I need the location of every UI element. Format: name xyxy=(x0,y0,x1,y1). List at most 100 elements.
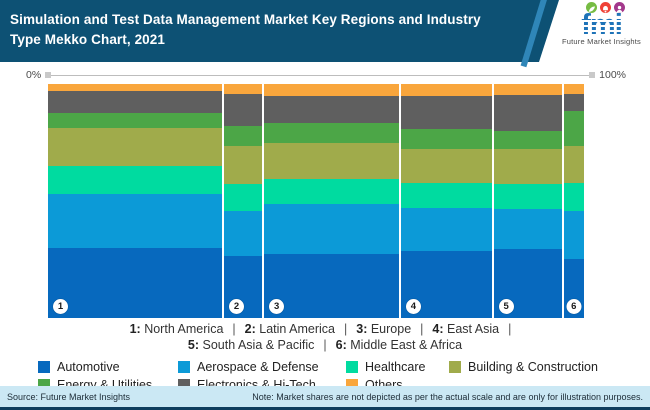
column-number-badge: 3 xyxy=(269,299,285,314)
region-legend: 1: North America | 2: Latin America | 3: Eur… xyxy=(0,321,650,353)
leaf-icon xyxy=(586,2,597,13)
segment-aerospace-defense xyxy=(48,193,222,249)
legend-swatch xyxy=(178,361,190,373)
mekko-column-north-america: 1 xyxy=(48,84,222,318)
column-number-badge: 2 xyxy=(228,299,244,314)
legend-item-healthcare: Healthcare xyxy=(346,360,449,374)
segment-electronics-hi-tech xyxy=(223,94,263,127)
legend-swatch xyxy=(38,361,50,373)
legend-item-automotive: Automotive xyxy=(38,360,178,374)
legend-label: Aerospace & Defense xyxy=(197,360,319,374)
segment-building-construction xyxy=(493,148,562,185)
legend-label: Automotive xyxy=(57,360,120,374)
segment-energy-utilities xyxy=(223,126,263,147)
legend-separator: | xyxy=(344,322,348,336)
legend-separator: | xyxy=(232,322,236,336)
scale-left-handle xyxy=(45,72,52,78)
segment-others xyxy=(48,84,222,92)
logo-icon-row xyxy=(561,2,650,14)
segment-healthcare xyxy=(264,178,399,204)
segment-others xyxy=(264,84,399,96)
header-banner: Simulation and Test Data Management Mark… xyxy=(0,0,650,68)
legend-item-building-construction: Building & Construction xyxy=(449,360,650,374)
scale-right-handle xyxy=(589,72,596,78)
mekko-chart: 1 2 3 4 5 6 xyxy=(48,84,585,319)
segment-building-construction xyxy=(48,127,222,166)
legend-swatch xyxy=(449,361,461,373)
segment-energy-utilities xyxy=(563,111,584,147)
person-icon xyxy=(614,2,625,13)
legend-separator: | xyxy=(323,338,327,352)
region-number: 4: xyxy=(432,322,444,336)
region-number: 3: xyxy=(356,322,368,336)
mekko-column-east-asia: 4 xyxy=(400,84,492,319)
region-number: 2: xyxy=(244,322,256,336)
segment-energy-utilities xyxy=(264,122,399,143)
fmi-logo-text: fmi xyxy=(553,10,650,40)
footer-bar: Source: Future Market Insights Note: Mar… xyxy=(0,386,650,410)
segment-electronics-hi-tech xyxy=(400,95,492,130)
fmi-logo-subtitle: Future Market Insights xyxy=(561,37,641,46)
scale-right-label: 100% xyxy=(599,69,626,81)
percent-scale: 0% 100% xyxy=(26,68,626,82)
note-text: Note: Market shares are not depicted as … xyxy=(252,391,643,402)
region-number: 6: xyxy=(335,338,347,352)
legend-separator: | xyxy=(420,322,424,336)
segment-aerospace-defense xyxy=(563,211,584,260)
source-text: Source: Future Market Insights xyxy=(7,391,131,402)
legend-item-aerospace-defense: Aerospace & Defense xyxy=(178,360,346,374)
column-number-badge: 4 xyxy=(405,299,421,314)
page-title-line1: Simulation and Test Data Management Mark… xyxy=(10,12,481,27)
scale-left-label: 0% xyxy=(26,69,42,81)
scale-line xyxy=(51,74,590,76)
segment-energy-utilities xyxy=(400,129,492,150)
segment-electronics-hi-tech xyxy=(264,95,399,123)
segment-aerospace-defense xyxy=(264,203,399,254)
segment-energy-utilities xyxy=(48,113,222,128)
page-title: Simulation and Test Data Management Mark… xyxy=(10,10,481,50)
region-legend-line1: 1: North America | 2: Latin America | 3: Eur… xyxy=(129,322,512,336)
column-number-badge: 1 xyxy=(53,299,68,314)
segment-others xyxy=(563,84,584,95)
scale-track xyxy=(45,72,596,78)
page-title-line2: Type Mekko Chart, 2021 xyxy=(10,32,166,47)
segment-automotive xyxy=(264,253,399,318)
segment-energy-utilities xyxy=(493,130,562,149)
segment-healthcare xyxy=(563,183,584,212)
segment-electronics-hi-tech xyxy=(563,94,584,112)
industry-legend-row1: Automotive Aerospace & Defense Healthcare B… xyxy=(38,358,650,376)
segment-healthcare xyxy=(48,165,222,194)
bell-icon xyxy=(600,2,611,13)
column-number-badge: 5 xyxy=(498,299,514,314)
segment-healthcare xyxy=(400,183,492,209)
legend-label: Healthcare xyxy=(365,360,426,374)
mekko-column-south-asia-pacific: 5 xyxy=(493,84,562,318)
segment-healthcare xyxy=(493,184,562,210)
segment-aerospace-defense xyxy=(223,210,263,256)
mekko-column-europe: 3 xyxy=(264,84,399,318)
region-number: 1: xyxy=(129,322,141,336)
fmi-logo: fmi Future Market Insights xyxy=(539,0,650,62)
segment-electronics-hi-tech xyxy=(493,94,562,131)
region-number: 5: xyxy=(187,338,200,352)
mekko-column-middle-east-africa: 6 xyxy=(563,84,584,318)
segment-aerospace-defense xyxy=(400,208,492,252)
segment-automotive xyxy=(48,248,222,318)
region-legend-line2: 5: South Asia & Pacific | 6: Middle East &… xyxy=(187,338,463,352)
legend-label: Building & Construction xyxy=(468,360,598,374)
segment-building-construction xyxy=(223,146,263,185)
segment-electronics-hi-tech xyxy=(48,91,222,114)
legend-swatch xyxy=(346,361,358,373)
mekko-column-latin-america: 2 xyxy=(223,84,263,319)
segment-building-construction xyxy=(563,146,584,184)
segment-others xyxy=(400,84,492,96)
segment-aerospace-defense xyxy=(493,209,562,250)
column-number-badge: 6 xyxy=(566,299,582,314)
segment-healthcare xyxy=(223,184,263,211)
segment-others xyxy=(493,84,562,95)
segment-building-construction xyxy=(264,142,399,179)
segment-building-construction xyxy=(400,149,492,183)
legend-separator: | xyxy=(508,322,512,336)
segment-others xyxy=(223,84,263,95)
